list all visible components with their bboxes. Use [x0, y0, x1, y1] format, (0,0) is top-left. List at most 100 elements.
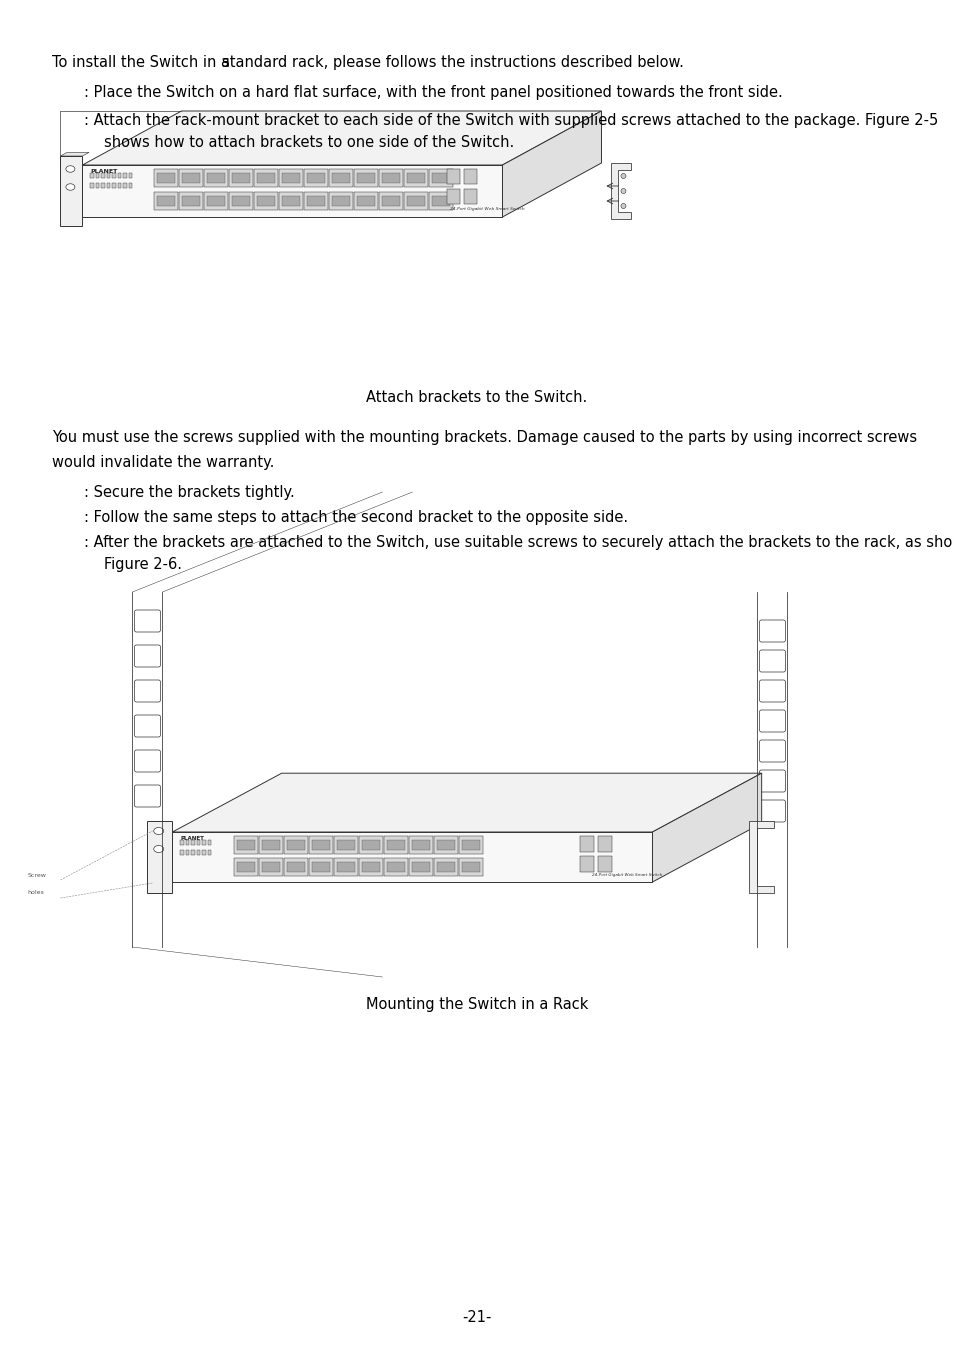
Bar: [284, 836, 308, 855]
Bar: [287, 863, 305, 872]
Bar: [459, 859, 483, 876]
Text: : After the brackets are attached to the Switch, use suitable screws to securely: : After the brackets are attached to the…: [84, 535, 953, 549]
Bar: [279, 192, 303, 211]
Bar: [309, 836, 334, 855]
Polygon shape: [749, 821, 774, 892]
Text: : Place the Switch on a hard flat surface, with the front panel positioned towar: : Place the Switch on a hard flat surfac…: [84, 85, 781, 100]
Bar: [179, 192, 203, 211]
Polygon shape: [60, 153, 89, 157]
Text: standard rack, please follows the instructions described below.: standard rack, please follows the instru…: [222, 55, 683, 70]
Bar: [96, 173, 99, 178]
Bar: [437, 863, 455, 872]
FancyBboxPatch shape: [759, 649, 784, 672]
Bar: [118, 173, 121, 178]
Bar: [598, 856, 612, 872]
FancyBboxPatch shape: [134, 784, 160, 807]
Bar: [409, 836, 433, 855]
Bar: [432, 173, 450, 184]
Bar: [379, 192, 403, 211]
Bar: [362, 863, 380, 872]
Text: 24-Port Gigabit Web Smart Switch: 24-Port Gigabit Web Smart Switch: [450, 207, 524, 211]
FancyBboxPatch shape: [759, 769, 784, 792]
Bar: [429, 169, 453, 188]
Bar: [333, 196, 350, 207]
Bar: [118, 184, 121, 188]
FancyBboxPatch shape: [134, 610, 160, 632]
FancyBboxPatch shape: [759, 680, 784, 702]
Bar: [307, 173, 325, 184]
FancyBboxPatch shape: [134, 645, 160, 667]
Bar: [107, 184, 111, 188]
Bar: [384, 859, 408, 876]
Ellipse shape: [153, 845, 164, 852]
Bar: [284, 859, 308, 876]
Bar: [337, 863, 355, 872]
Bar: [404, 169, 428, 188]
Bar: [186, 850, 189, 855]
Bar: [257, 196, 275, 207]
Bar: [91, 173, 93, 178]
Text: would invalidate the warranty.: would invalidate the warranty.: [52, 455, 274, 470]
Polygon shape: [611, 163, 631, 219]
Bar: [313, 840, 330, 850]
Bar: [437, 840, 455, 850]
Bar: [459, 836, 483, 855]
Circle shape: [620, 204, 625, 208]
Bar: [96, 184, 99, 188]
Circle shape: [620, 174, 625, 178]
Text: -21-: -21-: [462, 1310, 491, 1324]
Bar: [233, 173, 251, 184]
Bar: [262, 863, 280, 872]
Bar: [409, 859, 433, 876]
Bar: [407, 173, 425, 184]
Polygon shape: [172, 832, 652, 882]
Bar: [259, 836, 283, 855]
Bar: [192, 840, 194, 845]
Bar: [112, 184, 115, 188]
Bar: [355, 192, 378, 211]
Bar: [182, 173, 200, 184]
Text: Attach brackets to the Switch.: Attach brackets to the Switch.: [366, 390, 587, 405]
Bar: [230, 192, 253, 211]
Text: Figure 2-6.: Figure 2-6.: [104, 558, 182, 572]
Bar: [237, 840, 255, 850]
Bar: [335, 836, 358, 855]
Bar: [359, 836, 383, 855]
Bar: [387, 863, 405, 872]
Bar: [107, 173, 111, 178]
Bar: [579, 836, 594, 852]
Text: Mounting the Switch in a Rack: Mounting the Switch in a Rack: [365, 998, 588, 1012]
Bar: [309, 859, 334, 876]
Bar: [101, 173, 105, 178]
Bar: [282, 173, 300, 184]
Polygon shape: [82, 165, 502, 217]
Bar: [432, 196, 450, 207]
Bar: [208, 840, 211, 845]
FancyBboxPatch shape: [134, 680, 160, 702]
Circle shape: [620, 189, 625, 193]
Bar: [404, 192, 428, 211]
Bar: [202, 850, 206, 855]
Bar: [357, 196, 375, 207]
Bar: [234, 836, 258, 855]
Bar: [579, 856, 594, 872]
Bar: [157, 196, 175, 207]
Bar: [407, 196, 425, 207]
Bar: [129, 173, 132, 178]
Text: To install the Switch in a: To install the Switch in a: [52, 55, 231, 70]
Text: shows how to attach brackets to one side of the Switch.: shows how to attach brackets to one side…: [104, 135, 514, 150]
FancyBboxPatch shape: [759, 620, 784, 643]
Bar: [180, 850, 184, 855]
Bar: [154, 169, 178, 188]
Text: PLANET: PLANET: [180, 836, 204, 841]
Bar: [254, 192, 278, 211]
Bar: [447, 189, 460, 204]
Bar: [313, 863, 330, 872]
Bar: [598, 836, 612, 852]
Polygon shape: [172, 774, 760, 832]
Text: : Follow the same steps to attach the second bracket to the opposite side.: : Follow the same steps to attach the se…: [84, 510, 627, 525]
Bar: [359, 859, 383, 876]
Bar: [362, 840, 380, 850]
Bar: [192, 850, 194, 855]
Bar: [254, 169, 278, 188]
